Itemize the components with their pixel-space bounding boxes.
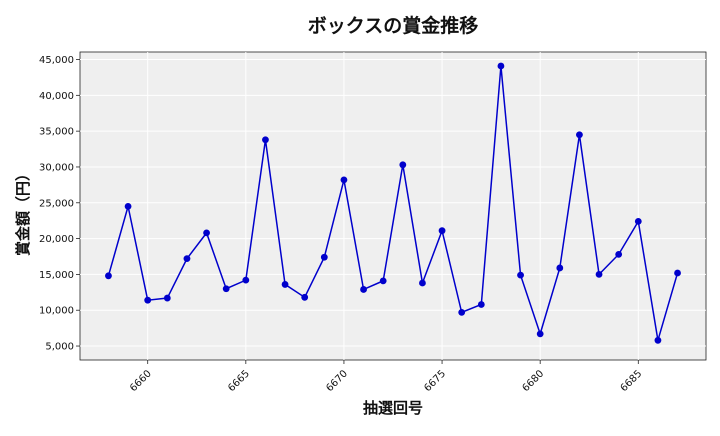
data-point <box>556 264 564 272</box>
y-tick-label: 30,000 <box>39 162 74 173</box>
data-point <box>222 285 230 293</box>
x-axis-label: 抽選回号 <box>363 399 423 417</box>
data-point <box>674 269 681 277</box>
data-point <box>163 294 171 302</box>
data-point <box>360 286 367 293</box>
data-point <box>281 281 289 288</box>
data-point <box>340 176 348 184</box>
data-point <box>477 301 485 308</box>
data-point <box>105 272 112 280</box>
data-point <box>183 255 191 263</box>
data-point <box>320 253 328 261</box>
data-points <box>105 62 681 344</box>
x-tick-label: 6670 <box>324 368 350 394</box>
data-point <box>262 136 269 144</box>
y-tick-label: 45,000 <box>39 55 74 66</box>
y-tick-label: 25,000 <box>39 198 74 209</box>
y-tick-label: 40,000 <box>39 91 74 102</box>
y-axis-label: 賞金額（円） <box>14 166 32 256</box>
y-tick-label: 15,000 <box>39 270 74 281</box>
x-axis-ticks: 6660 6665 6670 6675 6680 6685 <box>128 360 644 394</box>
data-point <box>379 277 387 285</box>
y-tick-label: 10,000 <box>39 306 74 317</box>
data-point <box>144 296 152 304</box>
data-point <box>654 336 662 344</box>
data-point <box>634 218 642 225</box>
x-tick-label: 6660 <box>128 368 154 394</box>
y-tick-label: 20,000 <box>39 234 74 245</box>
data-point <box>536 330 544 338</box>
data-point <box>517 271 524 279</box>
data-point <box>595 271 603 278</box>
x-tick-label: 6665 <box>226 368 252 394</box>
y-tick-label: 5,000 <box>45 342 74 353</box>
data-point <box>615 250 623 258</box>
data-point <box>438 227 446 235</box>
data-point <box>124 202 132 210</box>
series-line <box>107 65 679 341</box>
data-point <box>576 131 583 139</box>
plot-area <box>79 51 707 361</box>
x-tick-label: 6675 <box>422 368 448 394</box>
data-point <box>458 308 466 316</box>
data-point <box>203 229 210 237</box>
x-tick-label: 6685 <box>619 368 645 394</box>
grid-lines <box>80 52 706 360</box>
data-point <box>419 279 426 287</box>
data-point <box>242 276 250 284</box>
data-point <box>497 62 505 70</box>
y-tick-label: 35,000 <box>39 127 74 138</box>
data-point <box>301 293 309 301</box>
data-point <box>399 161 407 169</box>
y-axis-ticks: 5,000 10,000 15,000 20,000 25,000 30,000 35,00… <box>39 55 80 353</box>
x-tick-label: 6680 <box>521 368 547 394</box>
chart-title: ボックスの賞金推移 <box>308 14 478 37</box>
